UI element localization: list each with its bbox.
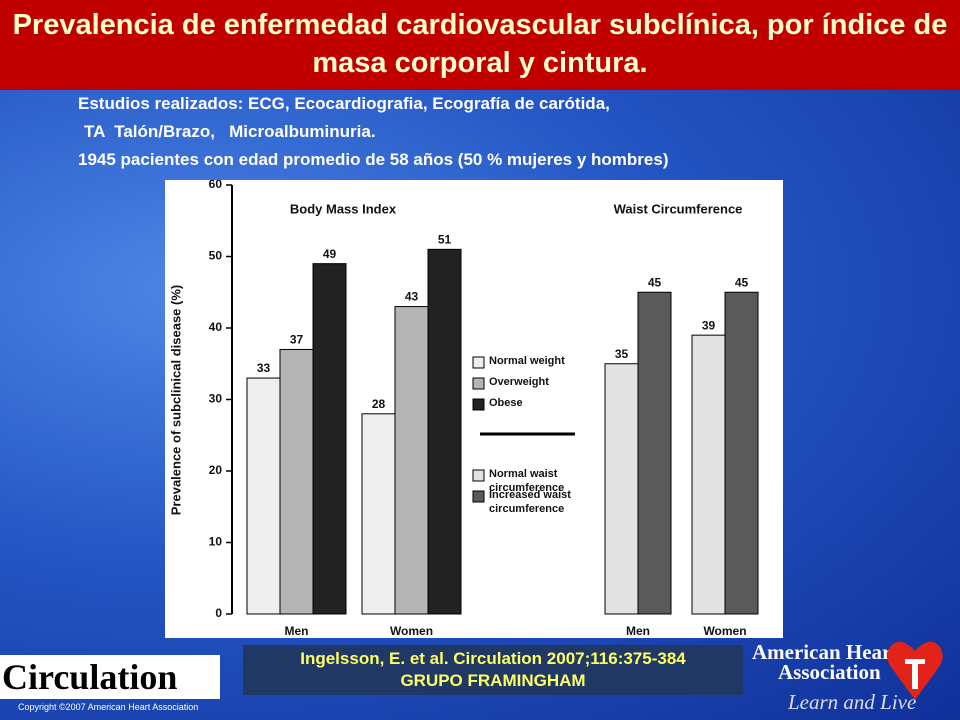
journal-logo: Circulation	[0, 655, 220, 699]
detail: 1945 pacientes con edad promedio de 58 a…	[78, 150, 669, 169]
legend-label: Increased waist circumference	[489, 489, 571, 515]
data-label: 51	[438, 233, 452, 247]
legend-label: Overweight	[489, 376, 549, 388]
legend-swatch	[472, 490, 485, 503]
data-label: 37	[290, 333, 304, 347]
bar	[246, 377, 281, 615]
data-label: 45	[648, 275, 662, 289]
citation: Ingelsson, E. et al. Circulation 2007;11…	[243, 645, 743, 695]
legend-swatch	[472, 356, 485, 369]
bar	[637, 291, 672, 615]
y-tick-label: 60	[209, 180, 223, 191]
bar	[361, 413, 396, 615]
detail: Estudios realizados: ECG, Ecocardiografi…	[78, 94, 610, 113]
y-tick-label: 0	[215, 606, 222, 620]
panel-title: Body Mass Index	[290, 201, 397, 216]
citation-line: GRUPO FRAMINGHAM	[400, 671, 586, 690]
bar	[604, 363, 639, 615]
legend-label: Normal weight	[489, 355, 565, 367]
data-label: 33	[257, 361, 271, 375]
data-label: 43	[405, 290, 419, 304]
legend-entry: Overweight	[489, 376, 549, 388]
citation-line: Ingelsson, E. et al. Circulation 2007;11…	[300, 649, 686, 668]
bar	[312, 263, 347, 615]
legend-entry: Obese	[489, 397, 523, 409]
data-label: 35	[615, 347, 629, 361]
y-tick-label: 30	[209, 392, 223, 406]
detail: TA Talón/Brazo, Microalbuminuria.	[84, 122, 376, 141]
bar	[394, 306, 429, 615]
data-label: 39	[702, 318, 716, 332]
heart-logo	[887, 641, 943, 700]
data-label: 28	[372, 397, 386, 411]
chart: Prevalence of subclinical disease (%) 0 1…	[165, 180, 783, 638]
legend-swatch	[472, 377, 485, 390]
y-tick-label: 40	[209, 320, 223, 334]
bar	[427, 248, 462, 615]
x-tick-label: Men	[626, 624, 650, 638]
logo-text: American Heart	[752, 640, 899, 664]
data-label: 49	[323, 247, 337, 261]
legend-label: Obese	[489, 397, 523, 409]
slide-title: Prevalencia de enfermedad cardiovascular…	[0, 0, 960, 90]
legend-swatch	[472, 398, 485, 411]
legend-entry: Normal waist circumference	[489, 468, 565, 494]
y-tick-label: 10	[209, 535, 223, 549]
y-tick-label: 20	[209, 463, 223, 477]
bar	[279, 348, 314, 615]
y-axis-label: Prevalence of subclinical disease (%)	[168, 285, 183, 516]
logo-text: Association	[778, 660, 881, 684]
legend-entry: Normal weight	[489, 355, 565, 367]
data-label: 45	[735, 275, 749, 289]
legend-entry: Increased waist circumference	[489, 489, 571, 515]
copyright: Copyright ©2007 American Heart Associati…	[18, 702, 199, 712]
legend-swatch	[472, 469, 485, 482]
bar	[724, 291, 759, 615]
x-tick-label: Women	[390, 624, 433, 638]
legend-label: Normal waist circumference	[489, 468, 565, 494]
x-tick-label: Women	[703, 624, 746, 638]
panel-title: Waist Circumference	[614, 201, 743, 216]
x-tick-label: Men	[285, 624, 309, 638]
logo-tagline: Learn and Live	[788, 690, 917, 714]
y-tick-label: 50	[209, 249, 223, 263]
bar	[691, 334, 726, 615]
